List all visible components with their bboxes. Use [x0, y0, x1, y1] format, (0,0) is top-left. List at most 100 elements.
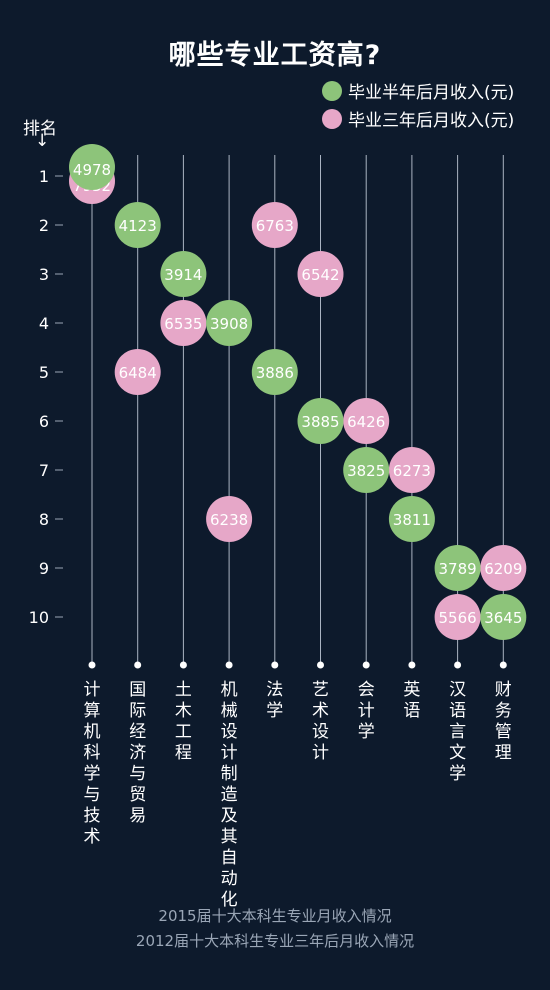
category-label-char: 设	[312, 722, 329, 742]
legend-label: 毕业半年后月收入(元)	[348, 83, 515, 103]
category-label-char: 管	[495, 722, 512, 742]
rank-tick-label: 5	[39, 363, 49, 382]
category-label-char: 语	[449, 701, 466, 721]
category-label-char: 与	[129, 764, 146, 784]
category-label-char: 工	[175, 722, 192, 742]
bubble-value-label: 6273	[393, 462, 431, 480]
category-end-dot	[271, 661, 279, 669]
bubble-three-year	[434, 594, 481, 640]
category-label-char: 机	[221, 680, 238, 700]
bubble-value-label: 3908	[210, 315, 248, 333]
legend-item-half-year: 毕业半年后月收入(元)	[322, 78, 514, 103]
bubble-value-label: 3886	[256, 364, 294, 382]
category-end-dot	[134, 661, 142, 669]
category-label-char: 易	[129, 806, 146, 826]
category-label-char: 会	[358, 680, 375, 700]
bubble-half-year	[160, 251, 207, 297]
category-label-char: 其	[221, 827, 238, 847]
category-label-char: 木	[175, 701, 192, 721]
bubble-half-year	[388, 496, 435, 542]
rank-tick-label: 6	[39, 412, 49, 431]
bubble-value-label: 3811	[393, 511, 431, 529]
category-label-char: 学	[358, 722, 375, 742]
bubble-three-year	[297, 251, 344, 297]
category-label-char: 造	[221, 785, 238, 805]
category-end-dot	[317, 661, 324, 669]
category-label-char: 学	[449, 764, 466, 784]
category-label-4: 法学	[266, 680, 283, 721]
category-label-char: 制	[221, 764, 238, 784]
category-end-dot	[225, 661, 233, 669]
category-label-char: 术	[84, 827, 101, 847]
category-end-dot	[362, 661, 370, 669]
bubble-three-year	[114, 349, 161, 395]
bubble-value-label: 3789	[439, 560, 477, 578]
legend-swatch-green	[322, 80, 342, 101]
category-label-char: 务	[495, 701, 512, 721]
bubble-value-label: 6209	[484, 560, 522, 578]
category-label-char: 动	[221, 869, 238, 889]
bubble-value-label: 6238	[210, 511, 248, 529]
bubble-half-year	[434, 545, 481, 591]
category-label-char: 技	[84, 806, 101, 826]
bubble-value-label: 6484	[119, 364, 157, 382]
category-label-char: 言	[449, 722, 466, 742]
legend-swatch-pink	[322, 108, 342, 129]
chart-title: 哪些专业工资高?	[168, 40, 382, 71]
category-label-char: 学	[266, 701, 283, 721]
footer-note-2: 2012届十大本科生专业三年后月收入情况	[135, 932, 415, 950]
bubble-three-year	[388, 447, 435, 493]
bubble-half-year	[480, 594, 527, 640]
bubble-half-year	[206, 300, 253, 346]
bubble-value-label: 3825	[347, 462, 385, 480]
bubble-value-label: 4978	[73, 161, 111, 179]
category-label-char: 贸	[129, 785, 146, 805]
category-label-char: 际	[129, 701, 146, 721]
category-label-7: 英语	[403, 680, 420, 721]
bubble-half-year	[251, 349, 298, 395]
bubble-value-label: 5566	[439, 609, 477, 627]
rank-tick-label: 9	[39, 559, 49, 578]
bubble-value-label: 6426	[347, 413, 385, 431]
category-label-char: 械	[221, 701, 238, 721]
rank-tick-label: 1	[39, 167, 49, 186]
bubble-value-label: 6535	[164, 315, 202, 333]
category-label-char: 学	[84, 764, 101, 784]
bubble-value-label: 6542	[301, 266, 339, 284]
bubble-three-year	[251, 202, 298, 248]
bubble-three-year	[206, 496, 253, 542]
category-label-char: 计	[84, 680, 101, 700]
category-label-char: 算	[84, 701, 101, 721]
rank-tick-label: 3	[39, 265, 49, 284]
bubble-half-year	[69, 144, 115, 190]
bubble-value-label: 3885	[301, 413, 339, 431]
category-label-char: 化	[221, 890, 238, 910]
rank-tick-label: 4	[39, 314, 49, 333]
category-label-char: 法	[266, 680, 283, 700]
category-label-char: 自	[221, 848, 238, 868]
bubble-three-year	[343, 398, 390, 444]
rank-tick-label: 10	[29, 608, 49, 627]
bubble-half-year	[343, 447, 390, 493]
rank-tick-label: 7	[39, 461, 49, 480]
category-end-dot	[179, 661, 187, 669]
category-label-char: 计	[312, 743, 329, 763]
bubble-three-year	[160, 300, 207, 346]
category-label-char: 济	[129, 743, 146, 763]
category-label-char: 计	[358, 701, 375, 721]
category-label-char: 术	[312, 701, 329, 721]
category-label-char: 财	[495, 680, 512, 700]
category-label-char: 艺	[312, 680, 329, 700]
category-label-char: 汉	[449, 680, 466, 700]
bubble-value-label: 4123	[119, 217, 157, 235]
category-label-char: 理	[495, 743, 512, 763]
bubble-value-label: 3645	[484, 609, 522, 627]
